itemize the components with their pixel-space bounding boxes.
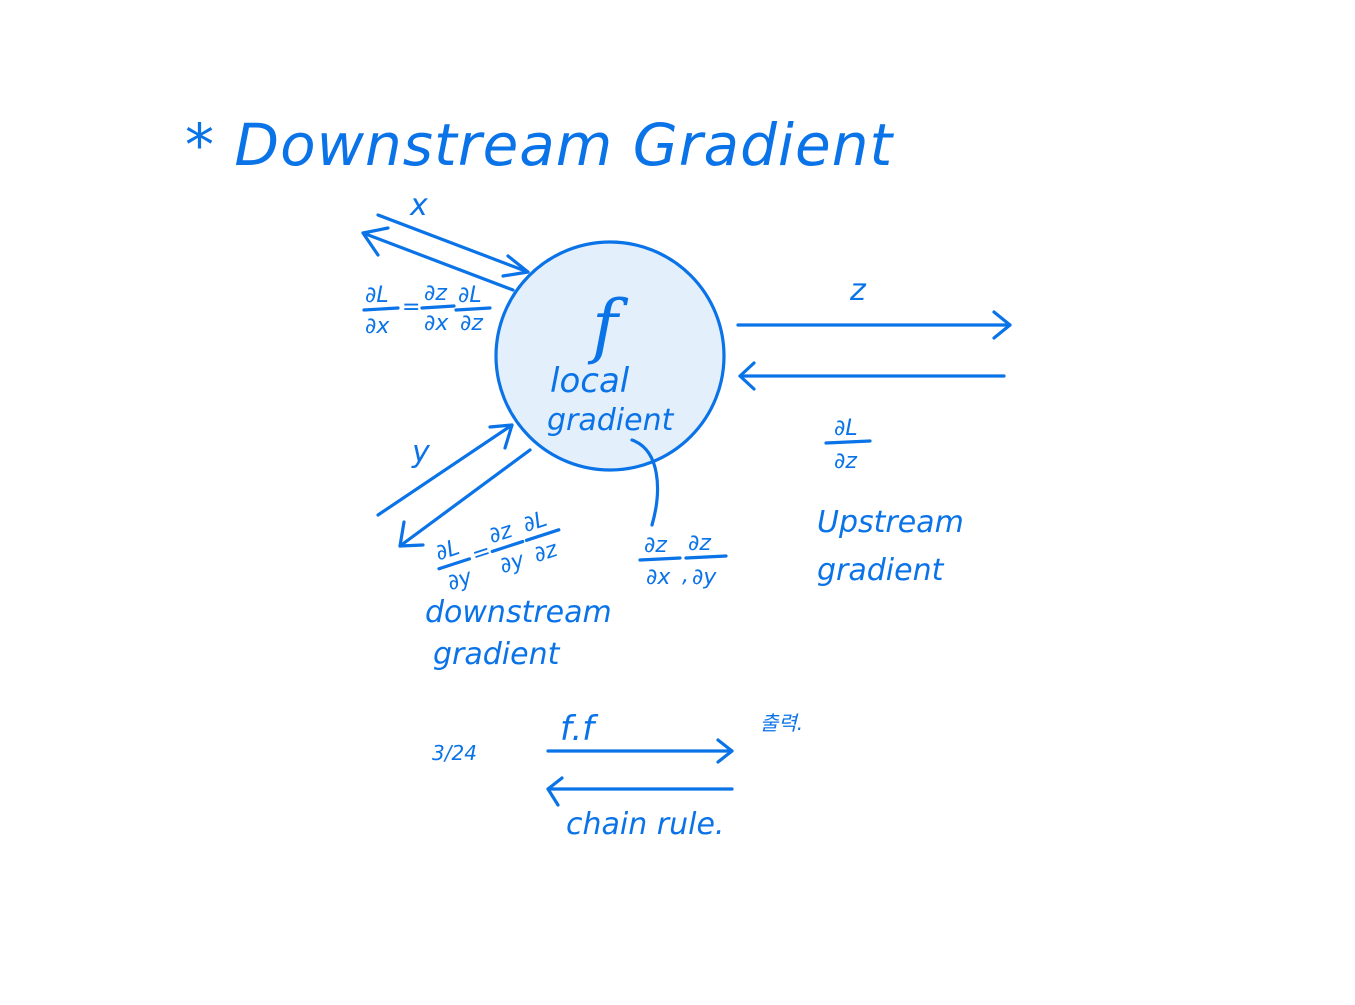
forward-label: f.f	[560, 709, 599, 749]
dL-dx-rhs1-denominator: ∂x	[424, 311, 449, 336]
local-gradient-leader-line	[630, 438, 660, 527]
y-backward-arrow	[398, 448, 532, 548]
node-label-line2: gradient	[547, 403, 675, 438]
output-z-label: z	[849, 273, 867, 308]
upstream-label-line2: gradient	[817, 553, 945, 588]
x-backward-arrow	[361, 226, 515, 292]
dL-dx-lhs-denominator: ∂x	[365, 314, 390, 339]
dL-dx-rhs2-denominator: ∂z	[460, 311, 483, 336]
bottom-left-note: 3/24	[432, 741, 477, 765]
page-title: * Downstream Gradient	[185, 111, 894, 179]
x-forward-arrow	[376, 213, 530, 278]
downstream-label-line2: gradient	[433, 637, 561, 672]
dL-dx-expression: ∂L ∂x = ∂z ∂x ∂L ∂z	[362, 281, 492, 339]
equals-sign-2: =	[469, 539, 494, 568]
local-gradient-expression: ∂z ∂x , ∂z ∂y	[638, 531, 728, 590]
y-forward-arrow	[376, 423, 514, 517]
function-node	[494, 240, 726, 472]
upstream-gradient-expression: ∂L ∂z	[824, 416, 872, 474]
dL-dy-rhs2-denominator: ∂z	[531, 537, 561, 568]
input-y-label: y	[411, 435, 431, 470]
dL-dy-lhs-denominator: ∂y	[444, 564, 476, 596]
upstream-denominator: ∂z	[834, 449, 857, 474]
input-x-label: x	[409, 188, 428, 223]
dL-dy-expression: ∂L ∂y = ∂z ∂y ∂L ∂z	[433, 507, 561, 596]
dL-dx-lhs-numerator: ∂L	[365, 283, 389, 308]
bottom-forward-arrow	[546, 738, 734, 764]
bottom-right-note: 출력.	[760, 711, 803, 735]
node-label-line1: local	[550, 361, 630, 401]
upstream-numerator: ∂L	[834, 416, 858, 441]
z-backward-arrow	[738, 361, 1006, 391]
z-forward-arrow	[736, 310, 1012, 340]
local-b-denominator: ∂y	[692, 565, 717, 590]
downstream-label-line1: downstream	[425, 595, 612, 630]
local-a-denominator: ∂x	[646, 565, 671, 590]
local-b-numerator: ∂z	[688, 531, 711, 556]
bottom-backward-arrow	[546, 776, 734, 807]
local-a-numerator: ∂z	[644, 533, 667, 558]
backward-label: chain rule.	[566, 807, 724, 842]
equals-sign: =	[402, 295, 420, 320]
comma: ,	[682, 563, 689, 588]
dL-dx-rhs1-numerator: ∂z	[424, 281, 447, 306]
upstream-label-line1: Upstream	[817, 505, 964, 540]
dL-dx-rhs2-numerator: ∂L	[458, 283, 482, 308]
dL-dy-rhs1-denominator: ∂y	[497, 547, 529, 579]
